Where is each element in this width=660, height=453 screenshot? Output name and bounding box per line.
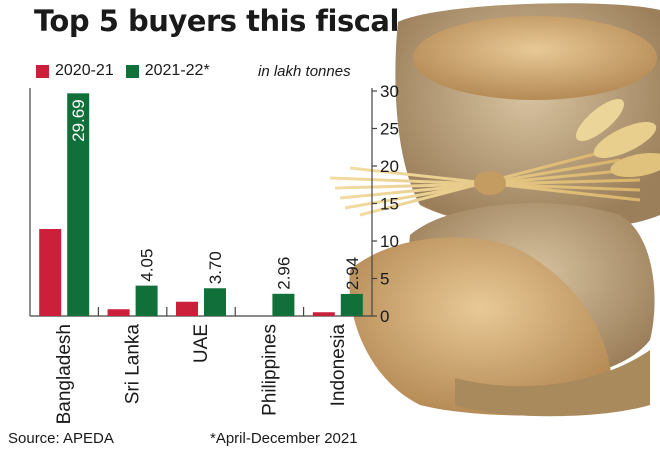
- bar-2020-21-sri-lanka: [107, 309, 130, 316]
- footnote: *April-December 2021: [210, 430, 358, 447]
- value-label: 2.96: [274, 257, 293, 290]
- y-tick-label: 30: [380, 82, 399, 101]
- value-label: 2.94: [343, 257, 362, 290]
- legend-item-2020-21: 2020-21: [36, 62, 114, 80]
- chart-axes: 0 5 10 15 20 25 30: [29, 82, 399, 326]
- category-label: Bangladesh: [54, 324, 75, 424]
- bar-2021-22-philippines: [272, 293, 295, 316]
- wheat-grain-sacks-icon: [329, 3, 660, 417]
- bars: [39, 93, 363, 316]
- value-label: 3.70: [206, 251, 225, 284]
- value-label: 29.69: [69, 99, 88, 142]
- category-labels: Bangladesh Sri Lanka UAE Philippines Indones…: [54, 324, 349, 425]
- category-dividers: [97, 307, 305, 316]
- y-tick-label: 25: [380, 120, 399, 139]
- bar-2021-22-uae: [204, 288, 226, 316]
- y-tick-label: 10: [380, 232, 399, 251]
- category-label: Sri Lanka: [123, 324, 144, 405]
- bar-2020-21-uae: [176, 301, 198, 316]
- value-label: 4.05: [138, 249, 157, 282]
- legend-label-2020-21: 2020-21: [55, 62, 114, 79]
- y-tick-label: 5: [380, 270, 389, 289]
- value-labels: 29.69 4.05 3.70 2.96 2.94: [69, 99, 362, 290]
- bar-2021-22-indonesia: [340, 293, 363, 316]
- legend-swatch-2021-22: [125, 64, 139, 78]
- category-label: Indonesia: [328, 324, 349, 407]
- bar-2021-22-sri-lanka: [135, 285, 158, 316]
- y-tick-label: 15: [380, 195, 399, 214]
- chart-title: Top 5 buyers this fiscal: [34, 4, 399, 38]
- source-note: Source: APEDA: [8, 430, 114, 447]
- category-label: UAE: [191, 324, 212, 363]
- y-tick-label: 0: [380, 307, 389, 326]
- legend-label-2021-22: 2021-22*: [144, 62, 210, 79]
- bar-2020-21-bangladesh: [39, 229, 62, 316]
- category-label: Philippines: [259, 324, 280, 416]
- legend-swatch-2020-21: [36, 64, 49, 78]
- y-tick-label: 20: [380, 157, 399, 176]
- bar-2020-21-indonesia: [312, 312, 335, 316]
- legend: 2020-21 2021-22*: [36, 62, 222, 80]
- legend-item-2021-22: 2021-22*: [125, 62, 210, 80]
- y-ticks: 0 5 10 15 20 25 30: [372, 82, 399, 326]
- unit-note: in lakh tonnes: [258, 63, 351, 80]
- bar-2021-22-bangladesh: [67, 93, 90, 316]
